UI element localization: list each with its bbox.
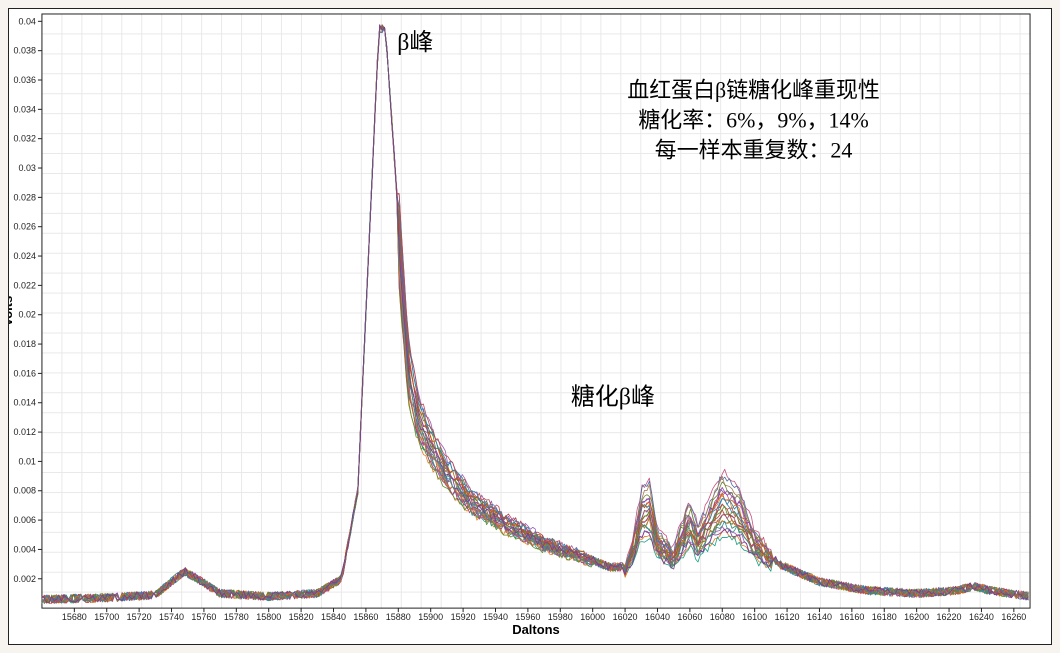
y-tick-label: 0.03 xyxy=(18,163,35,173)
x-tick-label: 16060 xyxy=(677,612,702,622)
peak-label-beta: β峰 xyxy=(397,29,433,56)
x-tick-label: 16220 xyxy=(937,612,962,622)
x-tick-label: 16040 xyxy=(645,612,670,622)
y-tick-label: 0.036 xyxy=(13,75,35,85)
y-tick-label: 0.024 xyxy=(13,251,35,261)
x-tick-label: 15920 xyxy=(451,612,476,622)
y-tick-label: 0.014 xyxy=(13,398,35,408)
y-tick-label: 0.006 xyxy=(13,515,35,525)
x-tick-label: 15680 xyxy=(62,612,87,622)
x-tick-label: 15800 xyxy=(256,612,281,622)
x-tick-label: 16000 xyxy=(580,612,605,622)
mass-spectrum-chart: 15680 15700 15720 15740 15760 15780 15800 15820… xyxy=(9,9,1051,644)
y-tick-label: 0.032 xyxy=(13,134,35,144)
x-tick-label: 16020 xyxy=(613,612,638,622)
y-tick-label: 0.01 xyxy=(18,456,35,466)
y-tick-label: 0.02 xyxy=(18,310,35,320)
x-tick-label: 15720 xyxy=(127,612,152,622)
y-tick-label: 0.034 xyxy=(13,104,35,114)
x-tick-label: 16240 xyxy=(969,612,994,622)
y-tick-label: 0.002 xyxy=(13,574,35,584)
y-tick-label: 0.022 xyxy=(13,280,35,290)
chart-frame: 15680 15700 15720 15740 15760 15780 15800 15820… xyxy=(8,8,1052,645)
x-tick-label: 16260 xyxy=(1001,612,1026,622)
x-tick-label: 15820 xyxy=(289,612,314,622)
x-tick-label: 16160 xyxy=(839,612,864,622)
x-tick-label: 16100 xyxy=(742,612,767,622)
info-rates: 糖化率：6%，9%，14% xyxy=(638,108,868,133)
y-axis-title: Volts xyxy=(9,296,15,327)
x-tick-label: 15840 xyxy=(321,612,346,622)
info-reps: 每一样本重复数：24 xyxy=(655,138,853,163)
x-tick-label: 15760 xyxy=(191,612,216,622)
y-tick-label: 0.012 xyxy=(13,427,35,437)
x-tick-label: 15960 xyxy=(515,612,540,622)
x-tick-label: 15780 xyxy=(224,612,249,622)
y-tick-label: 0.018 xyxy=(13,339,35,349)
y-tick-label: 0.028 xyxy=(13,192,35,202)
y-tick-label: 0.04 xyxy=(18,16,35,26)
y-tick-label: 0.016 xyxy=(13,368,35,378)
x-tick-label: 16200 xyxy=(904,612,929,622)
x-tick-label: 16180 xyxy=(872,612,897,622)
x-tick-label: 15940 xyxy=(483,612,508,622)
y-tick-label: 0.026 xyxy=(13,222,35,232)
x-tick-label: 15880 xyxy=(386,612,411,622)
x-tick-label: 16080 xyxy=(710,612,735,622)
y-tick-label: 0.004 xyxy=(13,544,35,554)
page-root: 15680 15700 15720 15740 15760 15780 15800 15820… xyxy=(0,0,1060,653)
x-tick-label: 15860 xyxy=(353,612,378,622)
y-tick-label: 0.038 xyxy=(13,46,35,56)
info-title: 血红蛋白β链糖化峰重现性 xyxy=(627,78,880,103)
x-tick-label: 15900 xyxy=(418,612,443,622)
x-tick-label: 15740 xyxy=(159,612,184,622)
x-tick-label: 15980 xyxy=(548,612,573,622)
x-tick-label: 16140 xyxy=(807,612,832,622)
x-tick-label: 16120 xyxy=(775,612,800,622)
x-axis-title: Daltons xyxy=(512,622,560,637)
x-tick-label: 15700 xyxy=(94,612,119,622)
peak-label-glycated-beta: 糖化β峰 xyxy=(571,384,655,411)
plot-border xyxy=(42,14,1030,608)
y-tick-label: 0.008 xyxy=(13,486,35,496)
